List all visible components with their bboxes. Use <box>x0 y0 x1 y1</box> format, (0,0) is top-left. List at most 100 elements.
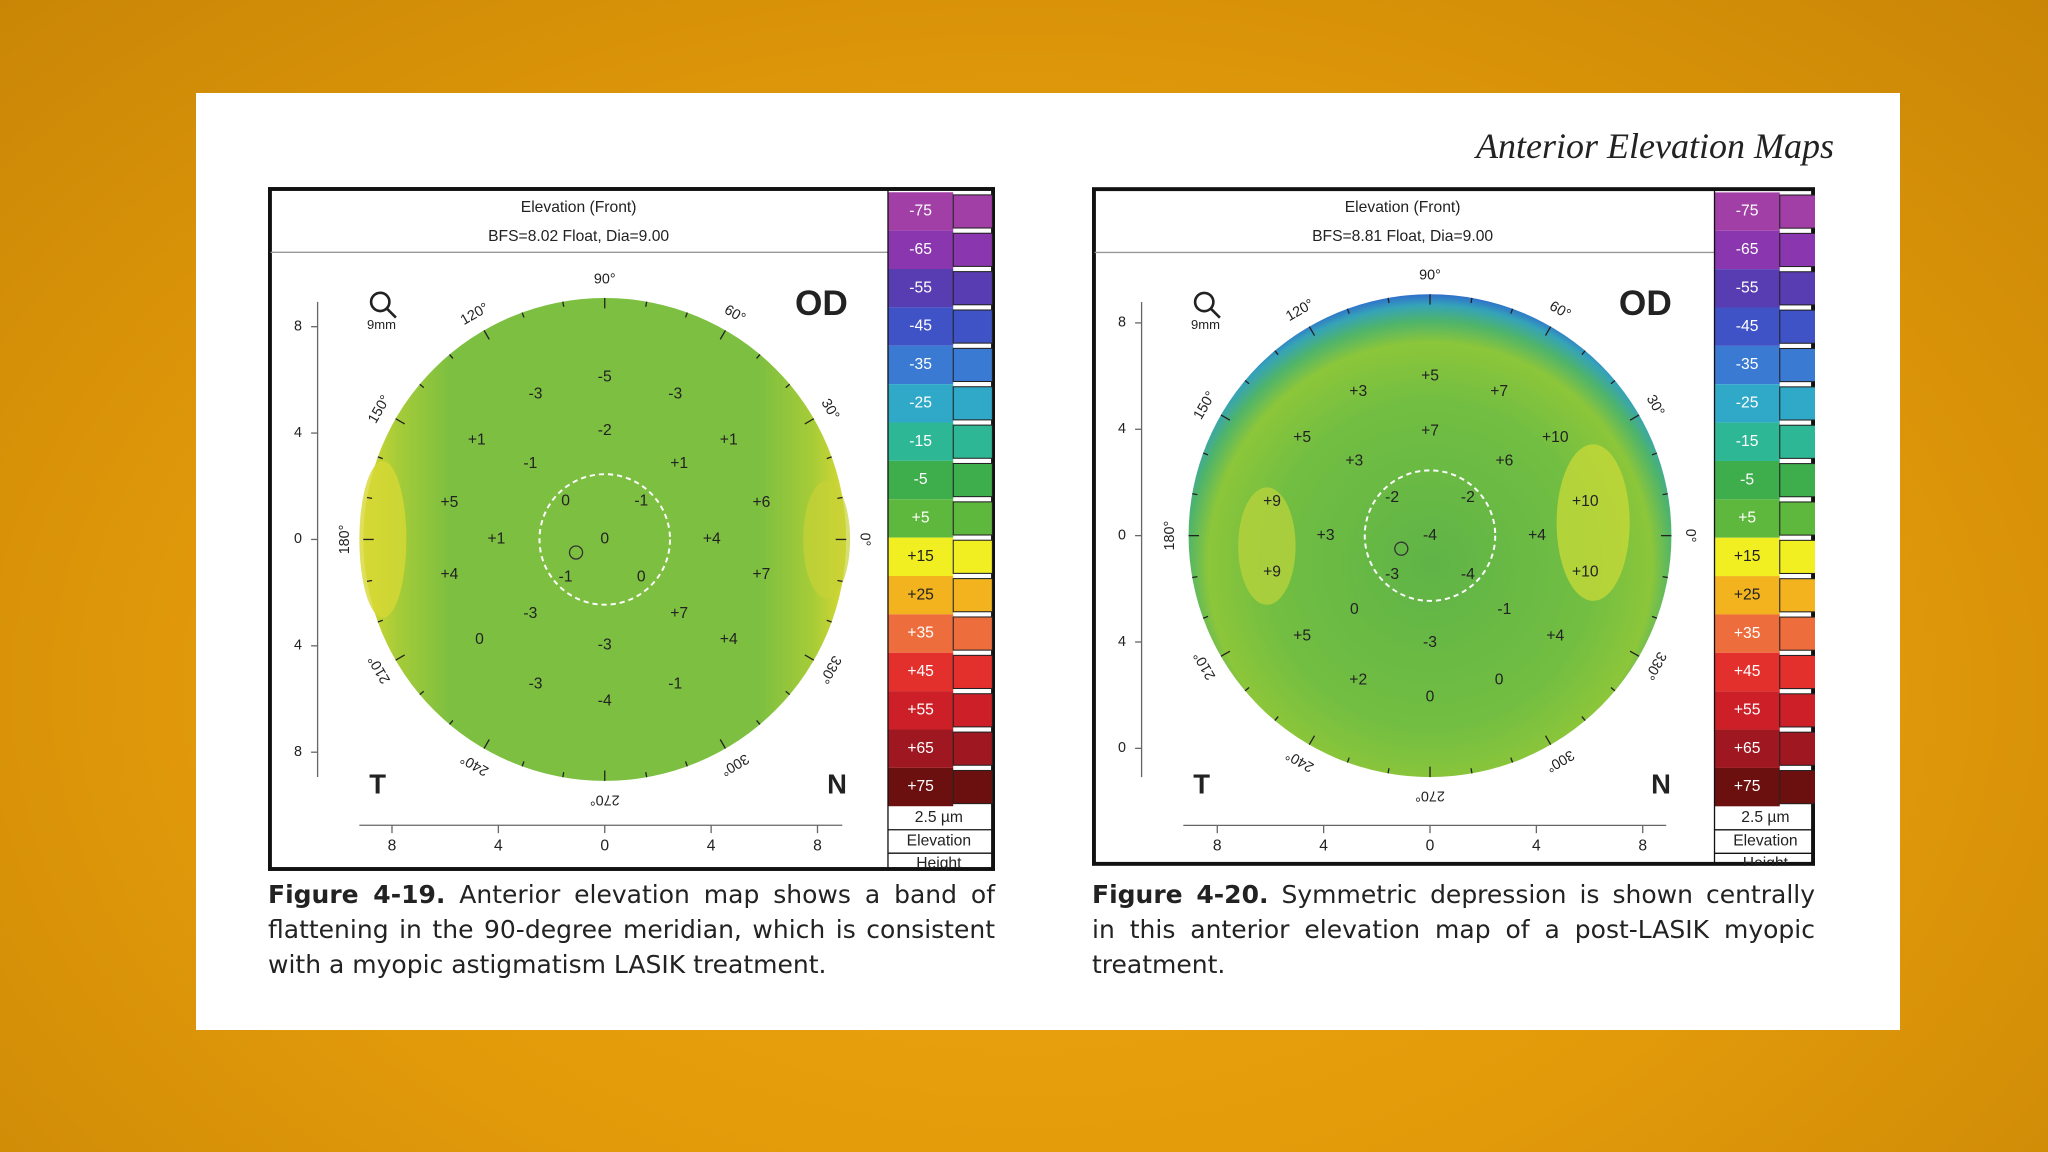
scale-label: -35 <box>1736 356 1759 373</box>
scale-label: +75 <box>1734 778 1761 795</box>
scale-bar <box>1779 386 1815 421</box>
scale-label: +45 <box>907 663 934 680</box>
scale-cell <box>887 307 954 346</box>
y-tick-label: 0 <box>1118 740 1126 756</box>
scale-cell <box>887 691 954 730</box>
elevation-value: 0 <box>1350 601 1359 618</box>
scale-cell <box>887 729 954 768</box>
scale-cell <box>1714 307 1780 346</box>
scale-label: -65 <box>909 241 932 258</box>
degree-tick <box>785 690 791 696</box>
elevation-value: +1 <box>487 531 505 548</box>
elevation-value: +4 <box>720 631 738 648</box>
degree-tick <box>419 383 425 389</box>
yellow-patch <box>1238 487 1296 605</box>
scale-cell <box>887 269 954 308</box>
degree-tick <box>1244 686 1250 692</box>
apex-marker <box>568 545 584 560</box>
scale-bar <box>952 769 993 805</box>
degree-label: 270° <box>590 791 620 807</box>
degree-tick <box>449 354 454 359</box>
elevation-value: -3 <box>529 386 543 403</box>
caption: Figure 4-19. Anterior elevation map show… <box>268 877 995 982</box>
scale-label: +75 <box>907 778 934 795</box>
scale-bar <box>952 539 993 574</box>
scale-bar <box>1779 232 1815 268</box>
elevation-value: +5 <box>1421 368 1439 385</box>
y-tick-label: 4 <box>1118 421 1126 437</box>
elevation-value: +5 <box>1293 429 1311 446</box>
elevation-value: +2 <box>1349 672 1367 689</box>
degree-tick <box>1308 735 1316 746</box>
scale-name: Height <box>1743 855 1789 866</box>
elevation-value: -2 <box>1461 489 1475 506</box>
scale-label: +15 <box>907 548 934 565</box>
scale-name: Elevation <box>907 833 971 850</box>
center-zone <box>538 473 671 606</box>
elevation-value: -4 <box>1423 527 1437 544</box>
scale-cell <box>887 422 954 461</box>
scale-label: -45 <box>909 318 932 335</box>
center-zone <box>1363 469 1497 602</box>
x-tick-label: 8 <box>1213 837 1222 854</box>
degree-tick <box>419 690 425 696</box>
degree-tick <box>826 456 832 460</box>
scale-bar <box>952 386 993 421</box>
scale-label: -15 <box>1736 433 1759 450</box>
scale-cell <box>1714 422 1780 461</box>
x-tick-label: 8 <box>388 837 397 854</box>
elevation-value: 0 <box>637 568 646 585</box>
scale-cell <box>1714 230 1780 270</box>
degree-tick <box>395 654 405 661</box>
y-tick-label: 0 <box>1118 527 1126 543</box>
zoom-icon <box>1193 291 1215 313</box>
scale-bar <box>952 347 993 383</box>
scale-label: -5 <box>1740 471 1754 488</box>
degree-tick <box>837 579 843 583</box>
elevation-value: +10 <box>1572 563 1599 580</box>
scale-cell <box>1714 460 1780 500</box>
degree-tick <box>1662 576 1668 579</box>
caption: Figure 4-20. Symmetric depression is sho… <box>1092 877 1815 982</box>
elevation-value: +10 <box>1572 493 1599 510</box>
elevation-value: -1 <box>523 455 537 472</box>
map-title: Elevation (Front) <box>1345 199 1461 216</box>
scale-bar <box>952 271 993 306</box>
elevation-value: -4 <box>1461 566 1475 583</box>
scale-bar <box>1779 770 1815 805</box>
scale-cell <box>1714 499 1780 538</box>
degree-tick <box>1470 768 1473 774</box>
scale-label: -55 <box>1736 279 1759 296</box>
scale-label: -65 <box>1736 241 1759 258</box>
degree-tick <box>1510 757 1514 763</box>
scale-bar <box>952 424 993 459</box>
y-tick-label: 4 <box>294 638 302 654</box>
cornea-map <box>1188 294 1672 778</box>
side-label: T <box>1193 768 1210 799</box>
elevation-value: +3 <box>1349 383 1367 400</box>
elevation-value: -1 <box>668 675 682 692</box>
degree-tick <box>719 739 727 749</box>
scale-name: Elevation <box>1733 833 1797 850</box>
elevation-value: -3 <box>523 605 537 622</box>
scale-cell <box>1714 652 1780 692</box>
degree-tick <box>1308 326 1316 336</box>
degree-tick <box>521 312 525 318</box>
scale-bar <box>1779 578 1815 613</box>
scale-bar <box>1779 501 1815 536</box>
degree-tick <box>804 654 815 661</box>
degree-tick <box>1651 615 1658 619</box>
scale-label: -25 <box>909 394 932 411</box>
elevation-value: -4 <box>598 692 612 709</box>
zoom-icon <box>369 291 391 313</box>
scale-name: Height <box>916 855 962 871</box>
scale-label: +5 <box>1738 510 1756 527</box>
elevation-value: +1 <box>468 431 486 448</box>
scale-bar <box>952 309 993 344</box>
elevation-value: +9 <box>1263 493 1281 510</box>
elevation-value: +5 <box>1293 627 1311 644</box>
elevation-value: +3 <box>1317 527 1335 544</box>
elevation-value: -3 <box>1385 566 1399 583</box>
x-tick-label: 4 <box>1532 837 1541 854</box>
